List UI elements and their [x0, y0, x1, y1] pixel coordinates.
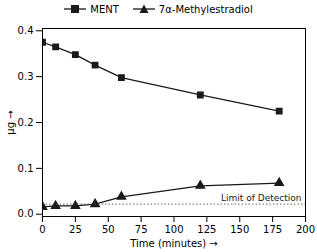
svg-text:100: 100: [164, 224, 183, 235]
svg-text:0: 0: [39, 224, 45, 235]
svg-text:0.0: 0.0: [18, 208, 34, 219]
svg-text:200: 200: [296, 224, 315, 235]
svg-text:μg →: μg →: [5, 110, 16, 134]
svg-text:25: 25: [69, 224, 82, 235]
svg-text:125: 125: [197, 224, 216, 235]
svg-text:0.2: 0.2: [18, 117, 34, 128]
html-text:MENT: MENT: [90, 3, 119, 15]
svg-text:0.3: 0.3: [18, 71, 34, 82]
html-text:7α-Methylestradiol: 7α-Methylestradiol: [158, 3, 253, 15]
svg-text:150: 150: [230, 224, 249, 235]
svg-text:175: 175: [263, 224, 282, 235]
svg-text:50: 50: [102, 224, 115, 235]
svg-text:75: 75: [135, 224, 148, 235]
svg-text:0.1: 0.1: [18, 163, 34, 174]
svg-text:0.4: 0.4: [18, 25, 34, 36]
svg-text:Limit of Detection: Limit of Detection: [221, 193, 301, 203]
svg-text:Time (minutes) →: Time (minutes) →: [129, 238, 218, 249]
